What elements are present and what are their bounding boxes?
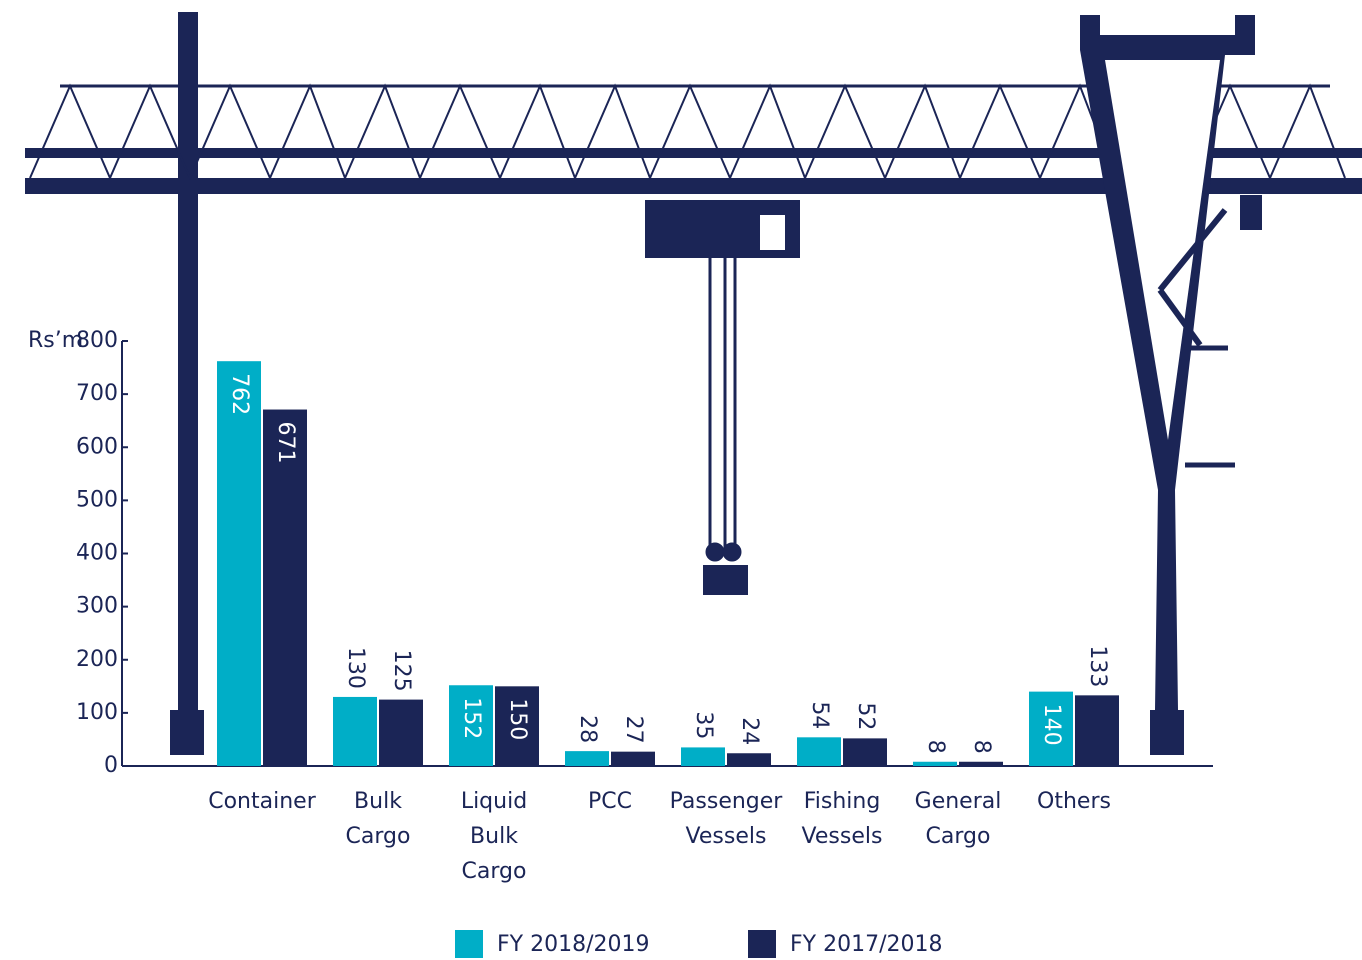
bar [217,361,261,766]
bar [913,761,957,766]
crane-decoration [25,12,1362,755]
value-label: 150 [505,698,530,740]
y-tick-label: 0 [104,753,118,778]
x-tick-label: Others [1037,789,1111,814]
value-label: 24 [737,717,762,745]
bar [611,751,655,766]
value-label: 130 [343,647,368,689]
y-tick-label: 200 [76,647,118,672]
value-label: 125 [389,650,414,692]
bar [959,761,1003,766]
bar [565,751,609,766]
value-label: 52 [853,702,878,730]
value-label: 8 [923,740,948,754]
bar [797,737,841,766]
bar [1029,691,1073,766]
y-axis-label: Rs’m [28,328,83,353]
bar [727,753,771,766]
x-tick-label: Bulk Cargo [345,789,411,849]
value-label: 140 [1039,704,1064,746]
y-tick-label: 500 [76,487,118,512]
value-label: 28 [575,715,600,743]
legend-label: FY 2017/2018 [790,931,943,957]
bar [843,738,887,766]
value-label: 762 [227,373,252,415]
y-tick-label: 300 [76,594,118,619]
x-tick-label: Fishing Vessels [801,789,883,849]
value-label: 671 [273,422,298,464]
bar [1075,695,1119,766]
x-tick-label: Container [208,789,316,814]
bar [379,699,423,766]
legend-label: FY 2018/2019 [497,931,650,957]
legend-item: FY 2018/2019 [455,930,649,958]
value-label: 54 [807,701,832,729]
legend-item: FY 2017/2018 [748,930,942,958]
bar [449,685,493,766]
bar [681,747,725,766]
x-tick-label: Passenger Vessels [669,789,783,849]
value-label: 152 [459,697,484,739]
y-tick-label: 800 [76,328,118,353]
y-tick-label: 400 [76,541,118,566]
bar [333,696,377,766]
y-tick-label: 100 [76,700,118,725]
x-tick-label: PCC [588,789,632,814]
bar [495,686,539,766]
legend-swatch [455,930,483,958]
x-tick-label: Liquid Bulk Cargo [460,789,528,884]
y-tick-label: 700 [76,381,118,406]
x-tick-label: General Cargo [914,789,1002,849]
value-label: 133 [1085,645,1110,687]
value-label: 35 [691,711,716,739]
value-label: 27 [621,716,646,744]
legend-swatch [748,930,776,958]
bar [263,409,307,766]
y-tick-label: 600 [76,434,118,459]
value-label: 8 [969,740,994,754]
